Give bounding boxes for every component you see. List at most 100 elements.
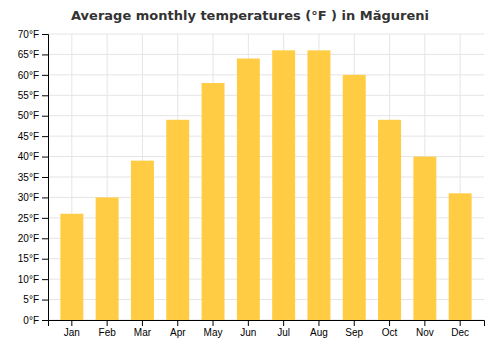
tick: Mar: [134, 320, 152, 338]
tick: 40°F: [18, 151, 48, 162]
tick-label: 60°F: [18, 70, 39, 81]
grid-line: [48, 115, 484, 116]
tick-mark: [42, 197, 48, 198]
bar: [131, 161, 154, 320]
tick-label: 5°F: [23, 294, 39, 305]
tick-mark: [42, 218, 48, 219]
tick-mark: [42, 238, 48, 239]
tick: Dec: [451, 320, 469, 338]
bar: [237, 59, 260, 320]
tick-mark: [248, 320, 249, 326]
tick-mark: [42, 75, 48, 76]
tick: 55°F: [18, 90, 48, 101]
tick-label: 35°F: [18, 172, 39, 183]
tick-label: 40°F: [18, 151, 39, 162]
tick-mark: [389, 320, 390, 326]
bar: [96, 197, 119, 320]
tick-label: 20°F: [18, 233, 39, 244]
tick: 60°F: [18, 70, 48, 81]
tick: Jul: [277, 320, 290, 338]
tick: 15°F: [18, 253, 48, 264]
tick: 30°F: [18, 192, 48, 203]
tick-label: 25°F: [18, 213, 39, 224]
tick-mark: [42, 116, 48, 117]
tick-mark: [107, 320, 108, 326]
tick-mark: [424, 320, 425, 326]
tick-mark: [318, 320, 319, 326]
tick-label: Apr: [170, 327, 186, 338]
tick: 20°F: [18, 233, 48, 244]
tick-label: May: [204, 327, 223, 338]
tick: Apr: [170, 320, 186, 338]
tick-label: Jul: [277, 327, 290, 338]
tick-mark: [42, 34, 48, 35]
bar: [60, 214, 83, 320]
tick-label: 0°F: [23, 315, 39, 326]
tick: 10°F: [18, 274, 48, 285]
tick-label: Dec: [451, 327, 469, 338]
tick-label: 45°F: [18, 131, 39, 142]
tick: 45°F: [18, 131, 48, 142]
tick-mark: [42, 259, 48, 260]
plot: 0°F 5°F 10°F 15°F 20°F 25°F 30°F 35°F 40°F 45°F 50…: [18, 29, 485, 338]
tick-mark: [71, 320, 72, 326]
tick: Jan: [64, 320, 80, 338]
tick: 35°F: [18, 172, 48, 183]
tick-mark: [354, 320, 355, 326]
tick: 50°F: [18, 110, 48, 121]
tick-mark: [42, 300, 48, 301]
tick-label: 15°F: [18, 253, 39, 264]
tick: 5°F: [23, 294, 48, 305]
tick: May: [204, 320, 223, 338]
y-axis: 0°F 5°F 10°F 15°F 20°F 25°F 30°F 35°F 40°F 45°F 50…: [18, 29, 49, 326]
tick: Aug: [310, 320, 328, 338]
grid-line: [48, 54, 484, 55]
tick: Sep: [345, 320, 363, 338]
tick: 65°F: [18, 49, 48, 60]
tick: Feb: [99, 320, 117, 338]
x-axis: Jan Feb Mar Apr May Jun Jul Aug Sep Oct Nov Dec: [49, 320, 485, 338]
tick: Jun: [240, 320, 256, 338]
tick-mark: [42, 279, 48, 280]
title: Average monthly temperatures (°F ) in Mă…: [71, 8, 429, 23]
tick-mark: [42, 136, 48, 137]
tick-label: 65°F: [18, 49, 39, 60]
grid-line: [48, 136, 484, 137]
bar: [378, 120, 401, 320]
tick-mark: [42, 320, 48, 321]
bar: [449, 193, 472, 320]
tick-mark: [213, 320, 214, 326]
tick-label: 30°F: [18, 192, 39, 203]
tick-label: Mar: [134, 327, 152, 338]
tick-mark: [460, 320, 461, 326]
tick-label: 50°F: [18, 110, 39, 121]
bar: [307, 50, 330, 320]
axis-line: [42, 35, 49, 321]
tick-label: 55°F: [18, 90, 39, 101]
bar: [166, 120, 189, 320]
grid-line: [48, 95, 484, 96]
tick: 70°F: [18, 29, 48, 40]
tick-mark: [42, 95, 48, 96]
bars: [60, 50, 471, 320]
axis-line: [49, 321, 485, 327]
tick-label: Oct: [382, 327, 398, 338]
tick-mark: [177, 320, 178, 326]
tick-label: Jun: [240, 327, 256, 338]
tick: 0°F: [23, 315, 48, 326]
tick-label: Aug: [310, 327, 328, 338]
tick: Nov: [416, 320, 434, 338]
bar: [343, 75, 366, 320]
tick-mark: [42, 157, 48, 158]
grid-line: [48, 34, 484, 35]
tick-mark: [42, 54, 48, 55]
tick-label: Jan: [64, 327, 80, 338]
tick-mark: [283, 320, 284, 326]
tick-label: 10°F: [18, 274, 39, 285]
bar: [272, 50, 295, 320]
chart: 0°F 5°F 10°F 15°F 20°F 25°F 30°F 35°F 40°F 45°F 50…: [0, 0, 500, 350]
tick-label: 70°F: [18, 29, 39, 40]
bar: [413, 157, 436, 320]
tick-label: Nov: [416, 327, 434, 338]
tick-label: Feb: [99, 327, 117, 338]
